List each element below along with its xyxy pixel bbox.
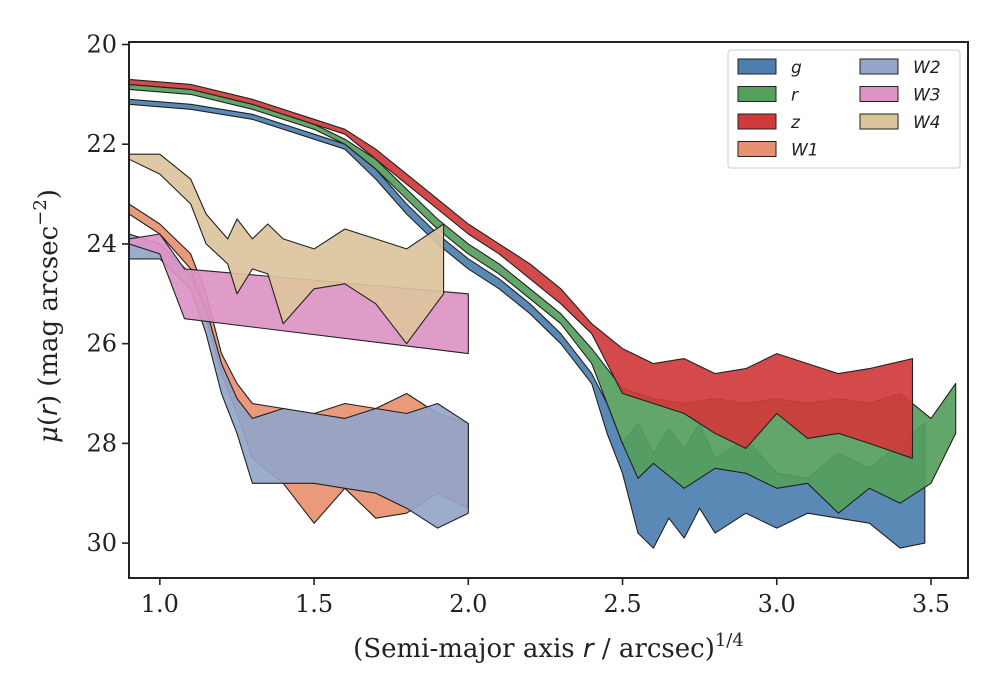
legend-swatch-z <box>737 113 777 130</box>
series-band-w4 <box>129 153 445 345</box>
plot-frame <box>128 41 969 579</box>
legend-label-z: z <box>790 113 801 133</box>
y-axis-label: μ(r) (mag arcsec−2) <box>30 189 64 443</box>
x-tick-label: 1.5 <box>295 590 333 618</box>
x-tick-label: 2.0 <box>449 590 487 618</box>
y-tick-label: 20 <box>86 30 117 58</box>
x-axis-label: (Semi-major axis r / arcsec)1/4 <box>353 630 744 664</box>
y-tick-label: 28 <box>86 429 117 457</box>
legend-label-w4: W4 <box>913 113 941 133</box>
x-tick-label: 1.0 <box>141 590 179 618</box>
y-tick-label: 22 <box>86 130 117 158</box>
legend-label-w2: W2 <box>913 58 941 78</box>
series-band-w2 <box>129 233 469 529</box>
legend-swatch-r <box>737 86 777 102</box>
legend-box <box>727 49 961 169</box>
legend-swatch-g <box>737 58 777 75</box>
series-band-z <box>129 78 914 459</box>
legend-label-r: r <box>791 86 799 106</box>
legend-swatch-w3 <box>859 86 899 102</box>
y-tick-label: 30 <box>86 529 117 557</box>
legend-swatch-w4 <box>859 113 899 130</box>
x-tick-label: 3.5 <box>912 590 950 618</box>
legend-swatch-w2 <box>859 58 899 75</box>
y-tick-label: 24 <box>86 230 117 258</box>
legend-label-g: g <box>791 58 802 78</box>
legend-swatch-w1 <box>737 141 777 157</box>
y-tick-label: 26 <box>86 330 117 358</box>
legend-label-w1: W1 <box>791 141 819 161</box>
plot-area <box>129 78 957 549</box>
x-tick-label: 2.5 <box>603 590 641 618</box>
axis-ticks: 1.0 1.5 2.0 2.5 3.0 3.5 20 22 24 26 28 30 <box>86 30 950 618</box>
x-tick-label: 3.0 <box>758 590 796 618</box>
legend: grz W1 W2 W3 W4 <box>727 49 961 169</box>
legend-label-w3: W3 <box>913 86 941 106</box>
